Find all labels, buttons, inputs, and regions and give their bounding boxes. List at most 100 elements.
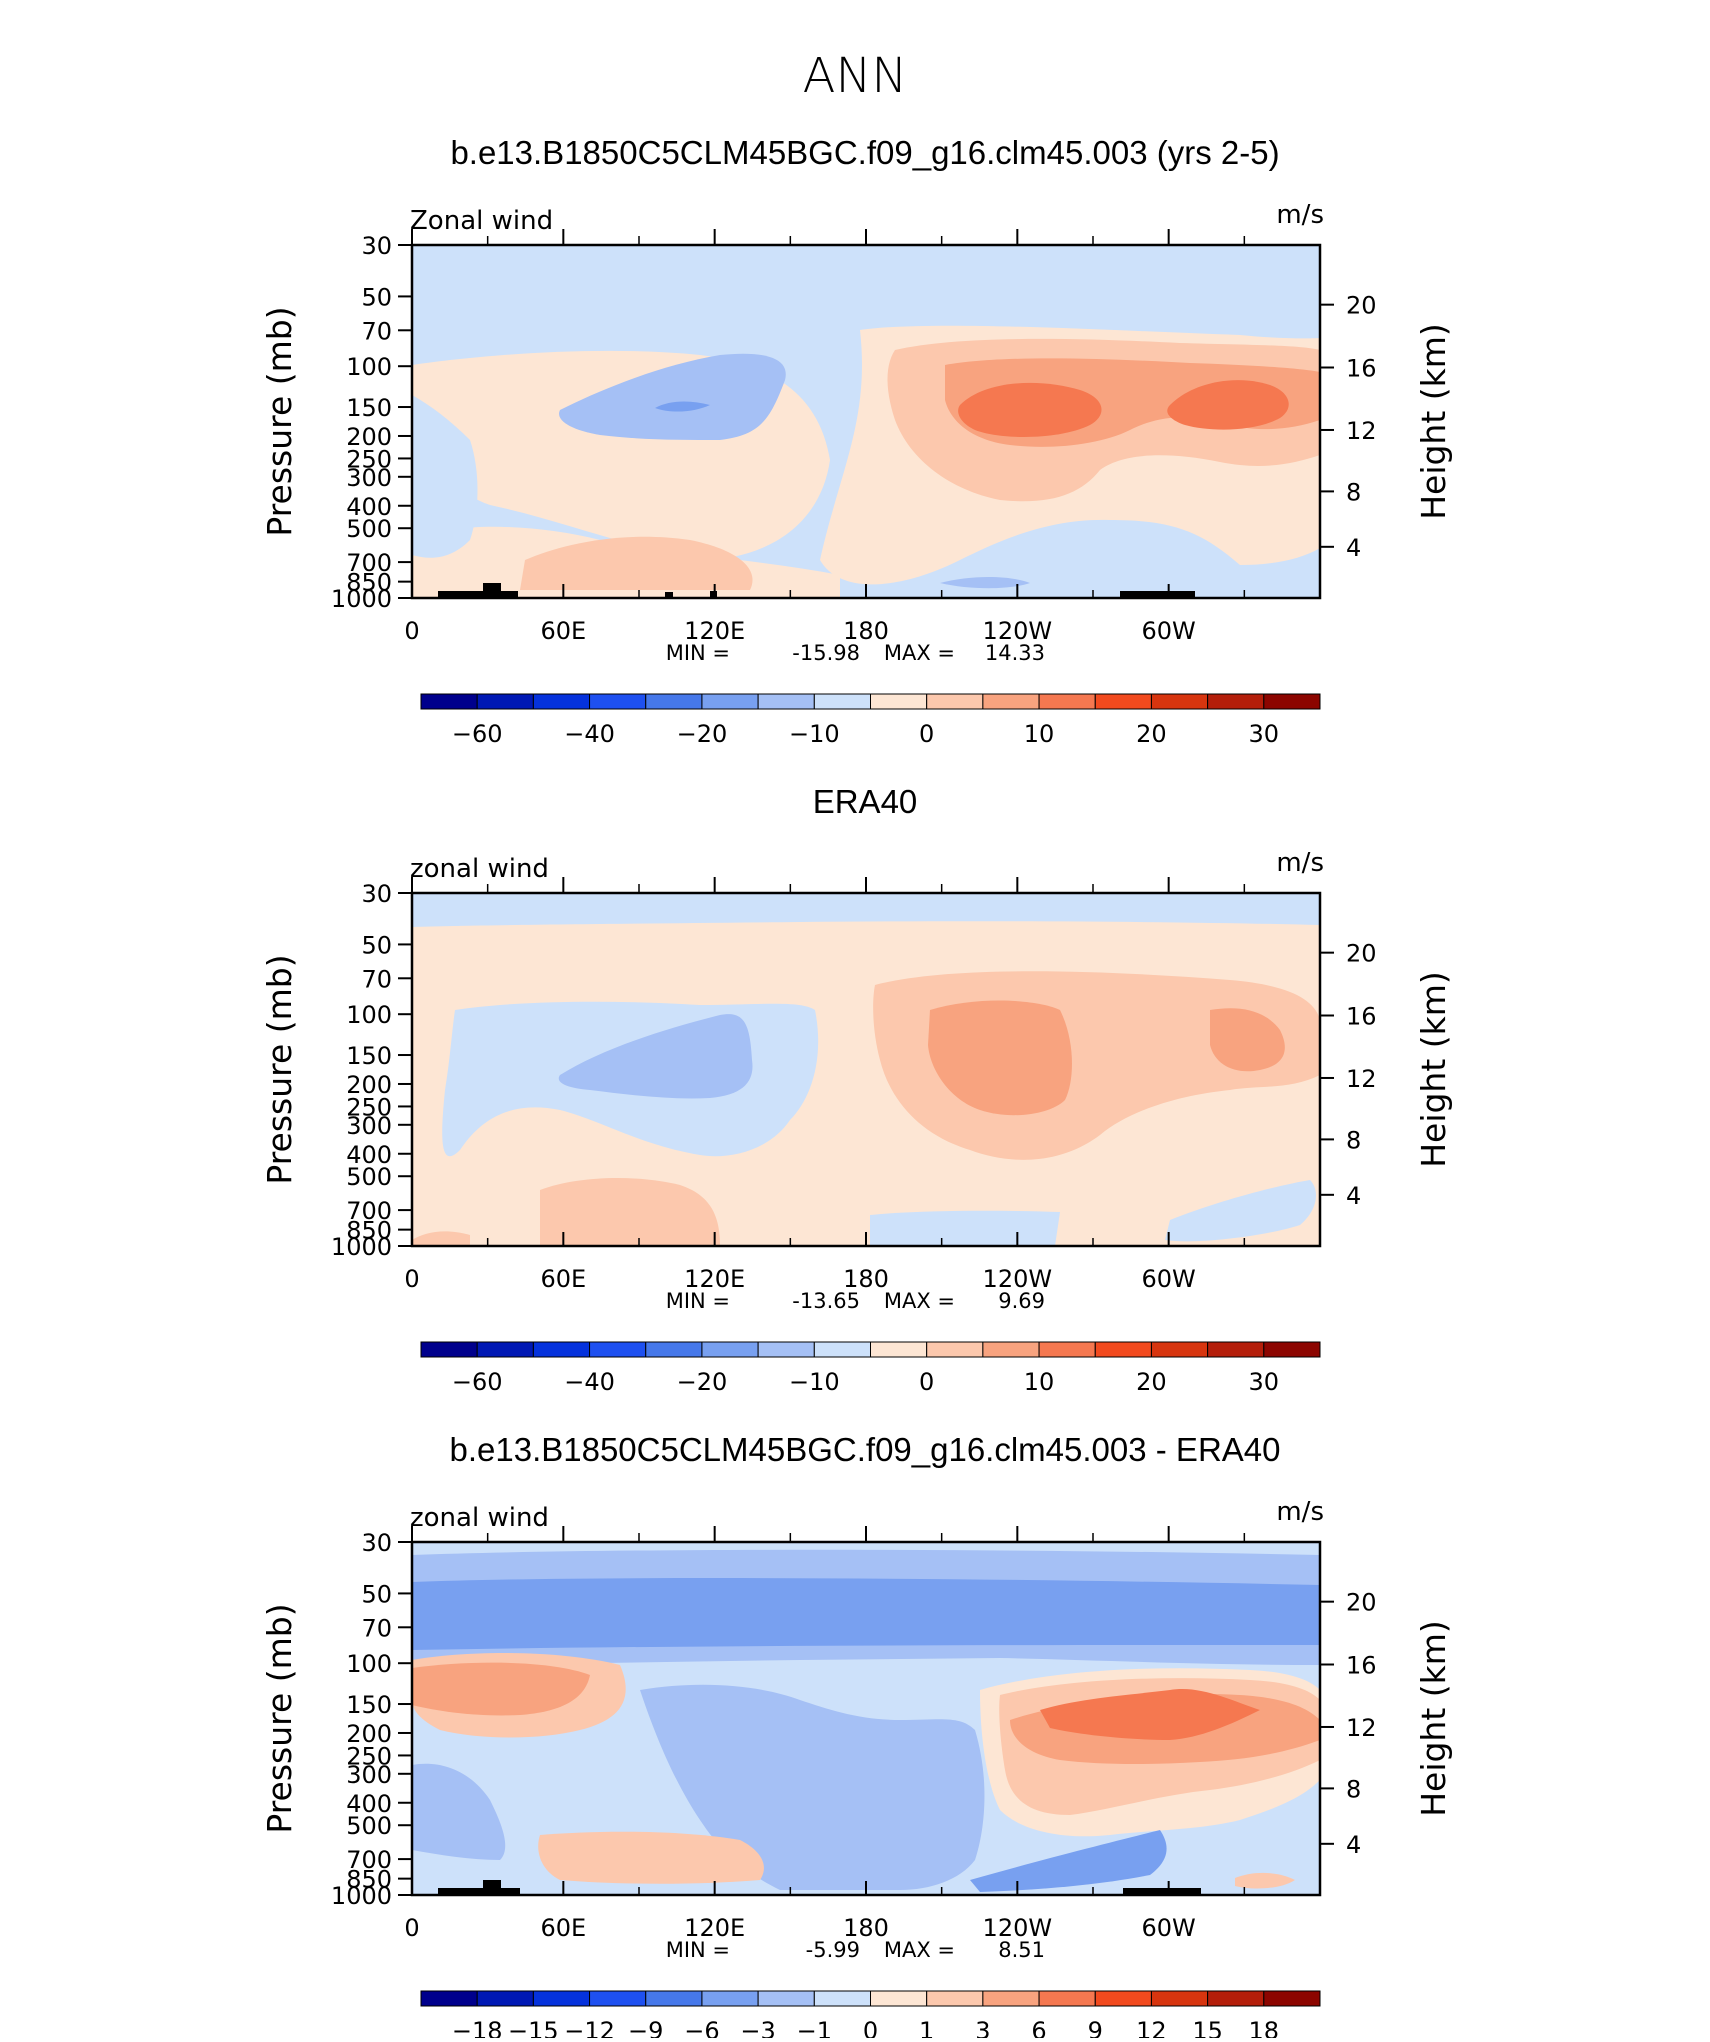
max-value: 14.33 (985, 641, 1045, 665)
min-value: -5.99 (806, 1938, 860, 1962)
contour-region (958, 382, 1102, 437)
max-value: 8.51 (998, 1938, 1045, 1962)
right-tick-label: 16 (1346, 1002, 1377, 1030)
x-tick-label: 60E (540, 1914, 586, 1942)
colorbar-label: 3 (975, 2017, 990, 2038)
y-axis-label-right: Height (km) (1414, 1620, 1453, 1817)
colorbar-label: 0 (919, 1368, 934, 1396)
y-tick-label: 500 (346, 515, 392, 543)
colorbar-label: 12 (1136, 2017, 1167, 2038)
contour-region (412, 1231, 470, 1246)
colorbar-swatch (926, 1341, 984, 1358)
colorbar-swatch (982, 1341, 1040, 1358)
contour-region (1165, 1180, 1316, 1242)
contour-region (412, 395, 478, 558)
y-tick-label: 150 (346, 394, 392, 422)
right-tick-label: 8 (1346, 478, 1361, 506)
contour-region (558, 1014, 753, 1099)
y-tick-label: 700 (346, 1846, 392, 1874)
y-tick-label: 850 (346, 1217, 392, 1245)
x-tick-label: 60E (540, 617, 586, 645)
y-tick-label: 500 (346, 1163, 392, 1191)
y-tick-label: 700 (346, 1197, 392, 1225)
contour-region (412, 893, 1320, 927)
x-tick-label: 120E (684, 1265, 745, 1293)
colorbar-label: 20 (1136, 1368, 1167, 1396)
colorbar-swatch (813, 1341, 871, 1358)
x-tick-label: 120W (983, 617, 1053, 645)
y-tick-label: 70 (361, 965, 392, 993)
x-tick-label: 60W (1142, 1914, 1196, 1942)
y-tick-label: 300 (346, 1112, 392, 1140)
y-tick-label: 200 (346, 423, 392, 451)
colorbar-swatch (589, 1341, 647, 1358)
panel-difference: b.e13.B1850C5CLM45BGC.f09_g16.clm45.003 … (260, 1431, 1453, 2042)
y-tick-label: 50 (361, 931, 392, 959)
colorbar-label: −6 (684, 2017, 719, 2038)
colorbar-swatch (420, 1341, 478, 1358)
y-tick-label: 1000 (331, 585, 392, 613)
x-tick-label: 180 (843, 1265, 889, 1293)
contour-region (559, 353, 786, 440)
max-label: MAX = (884, 641, 955, 665)
right-tick-label: 12 (1346, 1065, 1377, 1093)
topography (438, 1880, 1201, 1896)
contour-region (1235, 1872, 1295, 1889)
colorbar-label: −10 (789, 1368, 840, 1396)
min-value: -13.65 (792, 1289, 860, 1313)
y-axis-label: Pressure (mb) (260, 954, 299, 1184)
colorbar-swatch (1094, 1341, 1152, 1358)
colorbar-swatch (870, 1990, 928, 2007)
colorbar-label: 30 (1249, 1368, 1280, 1396)
contour-region (412, 1578, 1320, 1650)
right-tick-label: 4 (1346, 534, 1361, 562)
panel-obs: ERA40 3050701001502002503004005007008501… (260, 783, 1453, 1396)
colorbar-label: 0 (863, 2017, 878, 2038)
page-title: ANN (803, 48, 908, 104)
colorbar-swatch (1094, 693, 1152, 710)
colorbar-swatch (420, 1990, 478, 2007)
colorbar-swatch (1150, 693, 1209, 710)
colorbar-label: 30 (1249, 720, 1280, 748)
right-tick-label: 12 (1346, 417, 1377, 445)
x-tick-label: 120E (684, 617, 745, 645)
units-label: m/s (1276, 848, 1324, 878)
max-value: 9.69 (998, 1289, 1045, 1313)
panel-title: ERA40 (813, 783, 918, 820)
colorbar-label: −20 (677, 720, 728, 748)
right-tick-label: 8 (1346, 1775, 1361, 1803)
x-tick-label: 60W (1142, 1265, 1196, 1293)
variable-label: Zonal wind (410, 206, 553, 236)
y-axis-label: Pressure (mb) (260, 306, 299, 536)
colorbar-swatch (1263, 1341, 1321, 1358)
y-tick-label: 400 (346, 1141, 392, 1169)
contour-region (412, 1662, 590, 1716)
colorbar-swatch (1207, 1341, 1265, 1358)
colorbar-label: 20 (1136, 720, 1167, 748)
colorbar-label: 1 (919, 2017, 934, 2038)
topography (438, 583, 1195, 599)
colorbar-swatch (1094, 1990, 1152, 2007)
contour-region (1210, 1008, 1285, 1072)
contour-field (412, 1542, 1320, 1895)
colorbar-label: −10 (789, 720, 840, 748)
right-tick-label: 4 (1346, 1182, 1361, 1210)
y-tick-label: 250 (346, 1742, 392, 1770)
colorbar-swatch (645, 1341, 703, 1358)
colorbar-swatch (420, 693, 478, 710)
panel-title: b.e13.B1850C5CLM45BGC.f09_g16.clm45.003 … (449, 1431, 1280, 1468)
colorbar-label: −9 (628, 2017, 663, 2038)
colorbar-swatch (757, 693, 815, 710)
colorbar-swatch (982, 1990, 1040, 2007)
y-tick-label: 250 (346, 1093, 392, 1121)
contour-region (538, 1831, 764, 1884)
y-tick-label: 500 (346, 1812, 392, 1840)
colorbar-label: −20 (677, 1368, 728, 1396)
right-tick-label: 20 (1346, 1589, 1377, 1617)
colorbar-swatch (589, 1990, 647, 2007)
colorbar-swatch (1150, 1341, 1209, 1358)
y-tick-label: 1000 (331, 1882, 392, 1910)
colorbar-label: 10 (1024, 720, 1055, 748)
